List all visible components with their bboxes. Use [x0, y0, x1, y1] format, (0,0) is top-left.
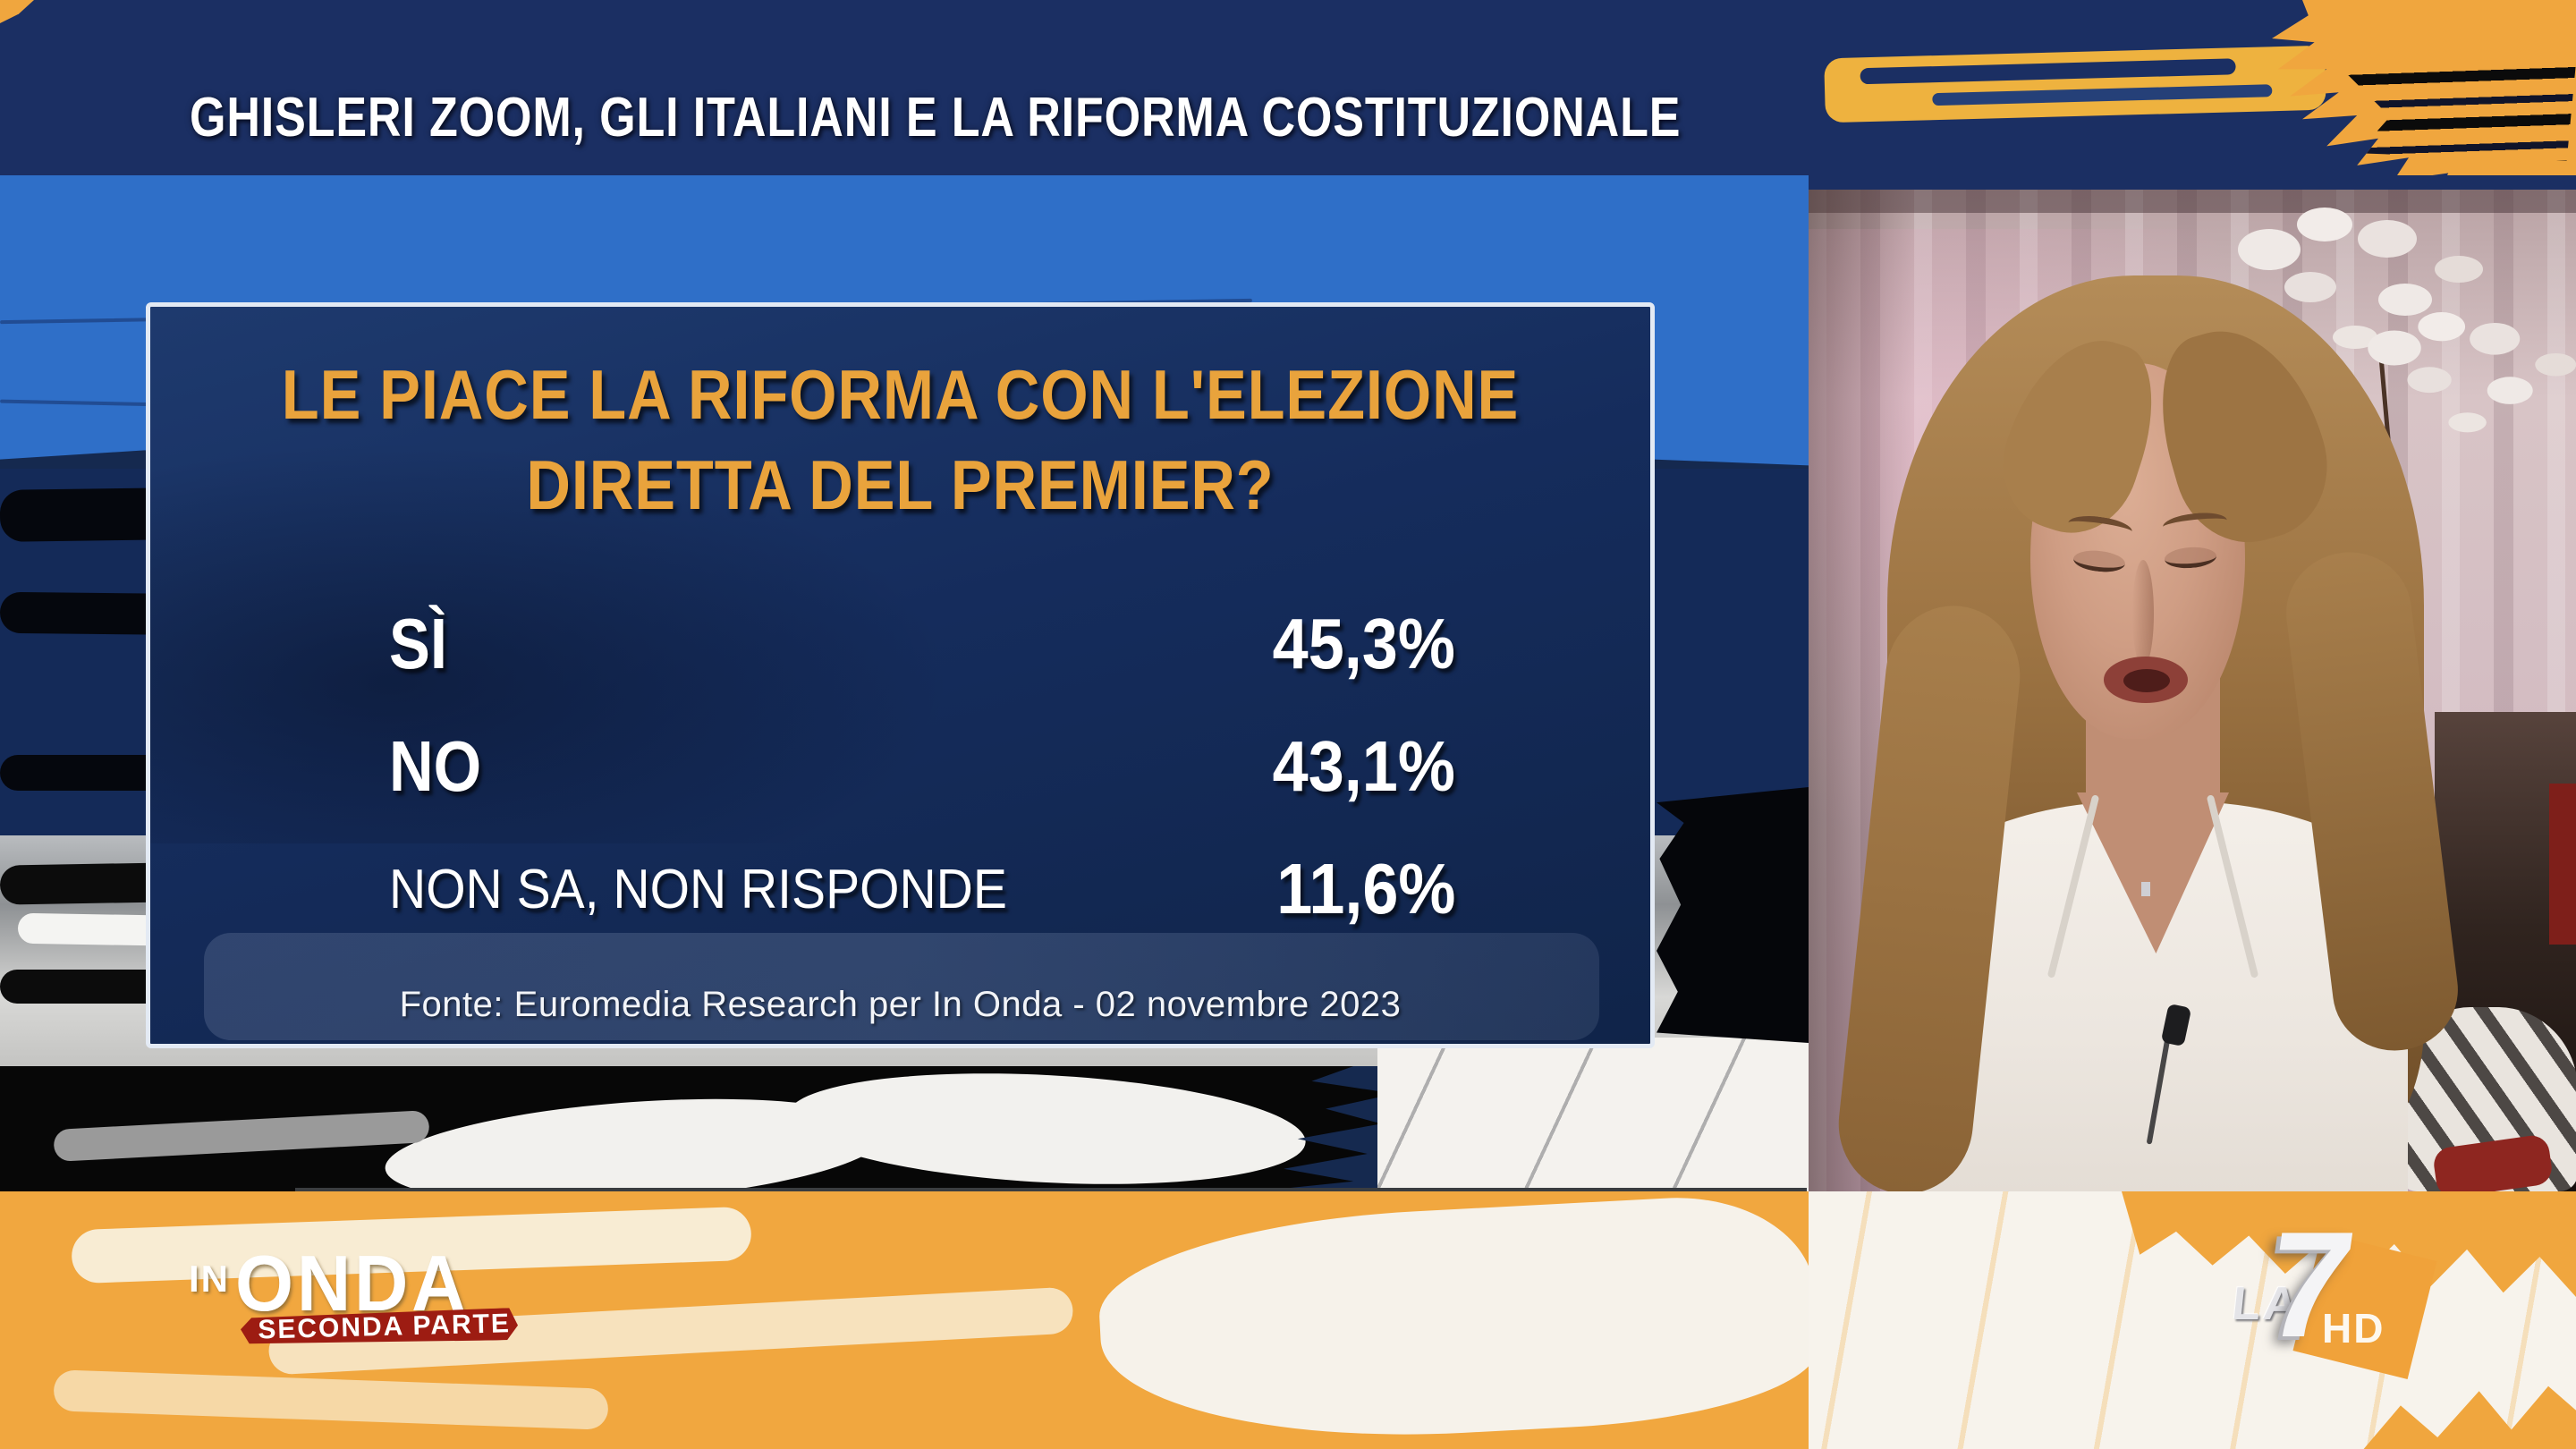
navy-overlay-stroke — [1932, 84, 2273, 106]
header-title: GHISLERI ZOOM, GLI ITALIANI E LA RIFORMA… — [190, 87, 1682, 148]
gray-arc-stroke — [53, 1110, 430, 1162]
poll-row-si: SÌ 45,3% — [389, 595, 1455, 693]
poll-row-label: NON SA, NON RISPONDE — [389, 858, 1007, 920]
orchid-flowers — [2368, 330, 2421, 366]
poll-row-value: 43,1% — [1272, 726, 1455, 806]
divider-line — [295, 1188, 1807, 1193]
la7-logo-hd: HD — [2322, 1305, 2385, 1352]
poll-question-line2: DIRETTA DEL PREMIER? — [526, 445, 1275, 525]
cream-brush-stroke — [53, 1369, 609, 1430]
mouth-inner — [2123, 669, 2170, 692]
guest-video-feed — [1809, 175, 2576, 1191]
bottom-right-brush-zone — [1809, 1191, 2576, 1449]
poll-row-label: NO — [389, 726, 482, 806]
red-furniture-strip — [2549, 784, 2576, 945]
necklace-cross — [2141, 882, 2150, 896]
nose — [2132, 560, 2154, 667]
brush-band-black — [0, 1066, 1395, 1191]
poll-row-nonsa: NON SA, NON RISPONDE 11,6% — [389, 840, 1455, 938]
poll-row-no: NO 43,1% — [389, 717, 1455, 816]
orange-brush-streak — [1824, 45, 2326, 123]
inonda-logo: IN ONDA SECONDA PARTE — [183, 1239, 541, 1352]
black-brush-gap — [1657, 787, 1809, 1043]
white-splash — [784, 1066, 1309, 1191]
poll-panel: LE PIACE LA RIFORMA CON L'ELEZIONE DIRET… — [146, 302, 1655, 1048]
poll-row-value: 45,3% — [1272, 604, 1455, 683]
white-brush-area — [1377, 1038, 1809, 1191]
panel-texture-shade — [150, 441, 955, 843]
navy-overlay-stroke — [1860, 58, 2236, 85]
poll-question-line1: LE PIACE LA RIFORMA CON L'ELEZIONE — [281, 355, 1520, 434]
header-overlap-edge — [1809, 175, 2576, 190]
poll-row-label: SÌ — [389, 604, 448, 683]
black-brush-streaks — [2343, 63, 2576, 161]
poll-source: Fonte: Euromedia Research per In Onda - … — [399, 985, 1402, 1024]
poll-question: LE PIACE LA RIFORMA CON L'ELEZIONE DIRET… — [150, 350, 1650, 531]
orchid-flowers — [2238, 229, 2301, 270]
panel-texture-light — [204, 933, 1599, 1040]
white-splash — [1095, 1191, 1821, 1449]
poll-row-value: 11,6% — [1275, 849, 1455, 928]
inonda-logo-in: IN — [189, 1258, 230, 1300]
